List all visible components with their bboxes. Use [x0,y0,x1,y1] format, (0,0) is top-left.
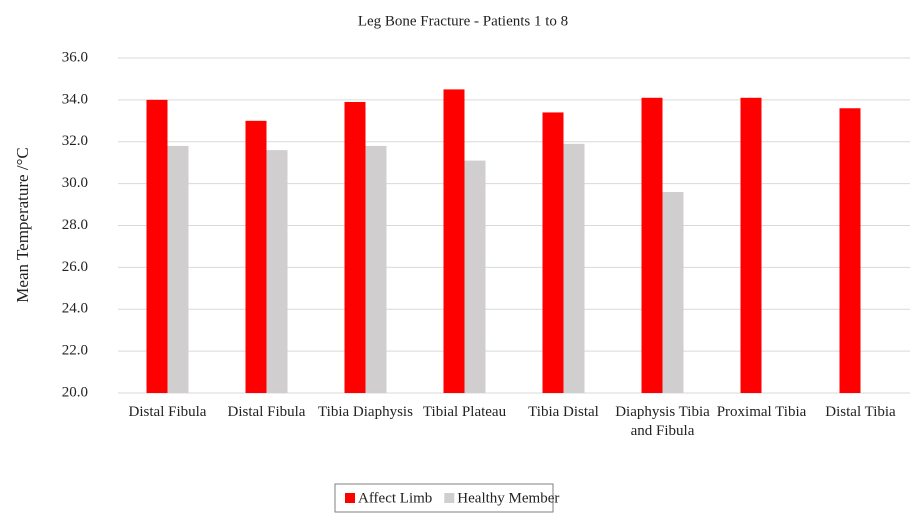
y-tick-label: 30.0 [62,175,88,191]
x-tick-label: Tibia Diaphysis [318,404,413,420]
y-tick-label: 34.0 [62,91,88,107]
y-tick-label: 22.0 [62,343,88,359]
legend-label: Affect Limb [358,490,432,506]
x-tick-label: Distal Fibula [128,404,207,420]
bar [245,120,267,393]
y-tick-label: 24.0 [62,301,88,317]
bar [839,108,861,393]
y-tick-label: 26.0 [62,259,88,275]
y-tick-label: 28.0 [62,217,88,233]
y-tick-label: 36.0 [62,49,88,65]
bar [542,112,564,393]
legend-swatch [345,493,355,503]
bar [740,97,762,393]
x-tick-label: Distal Fibula [227,404,306,420]
x-tick-label: Proximal Tibia [716,404,807,420]
bar [641,97,663,393]
bar [563,143,585,393]
bar [662,192,684,393]
bar [146,99,168,393]
bar [344,101,366,393]
bar [266,150,288,393]
legend-box [334,483,554,513]
x-tick-label: Distal Tibia [825,404,896,420]
y-axis-title: Mean Temperature /°C [13,147,32,302]
bar [167,145,189,393]
legend-label: Healthy Member [457,490,559,506]
bar [365,145,387,393]
x-tick-label: Diaphysis Tibia and Fibula [615,404,710,439]
y-tick-label: 32.0 [62,133,88,149]
y-tick-label: 20.0 [62,384,88,400]
x-tick-label: Tibial Plateau [422,404,507,420]
bar [443,89,465,393]
chart-title: Leg Bone Fracture - Patients 1 to 8 [358,13,568,29]
x-tick-label: Tibia Distal [528,404,599,420]
bar [464,160,486,393]
legend-swatch [444,493,455,503]
